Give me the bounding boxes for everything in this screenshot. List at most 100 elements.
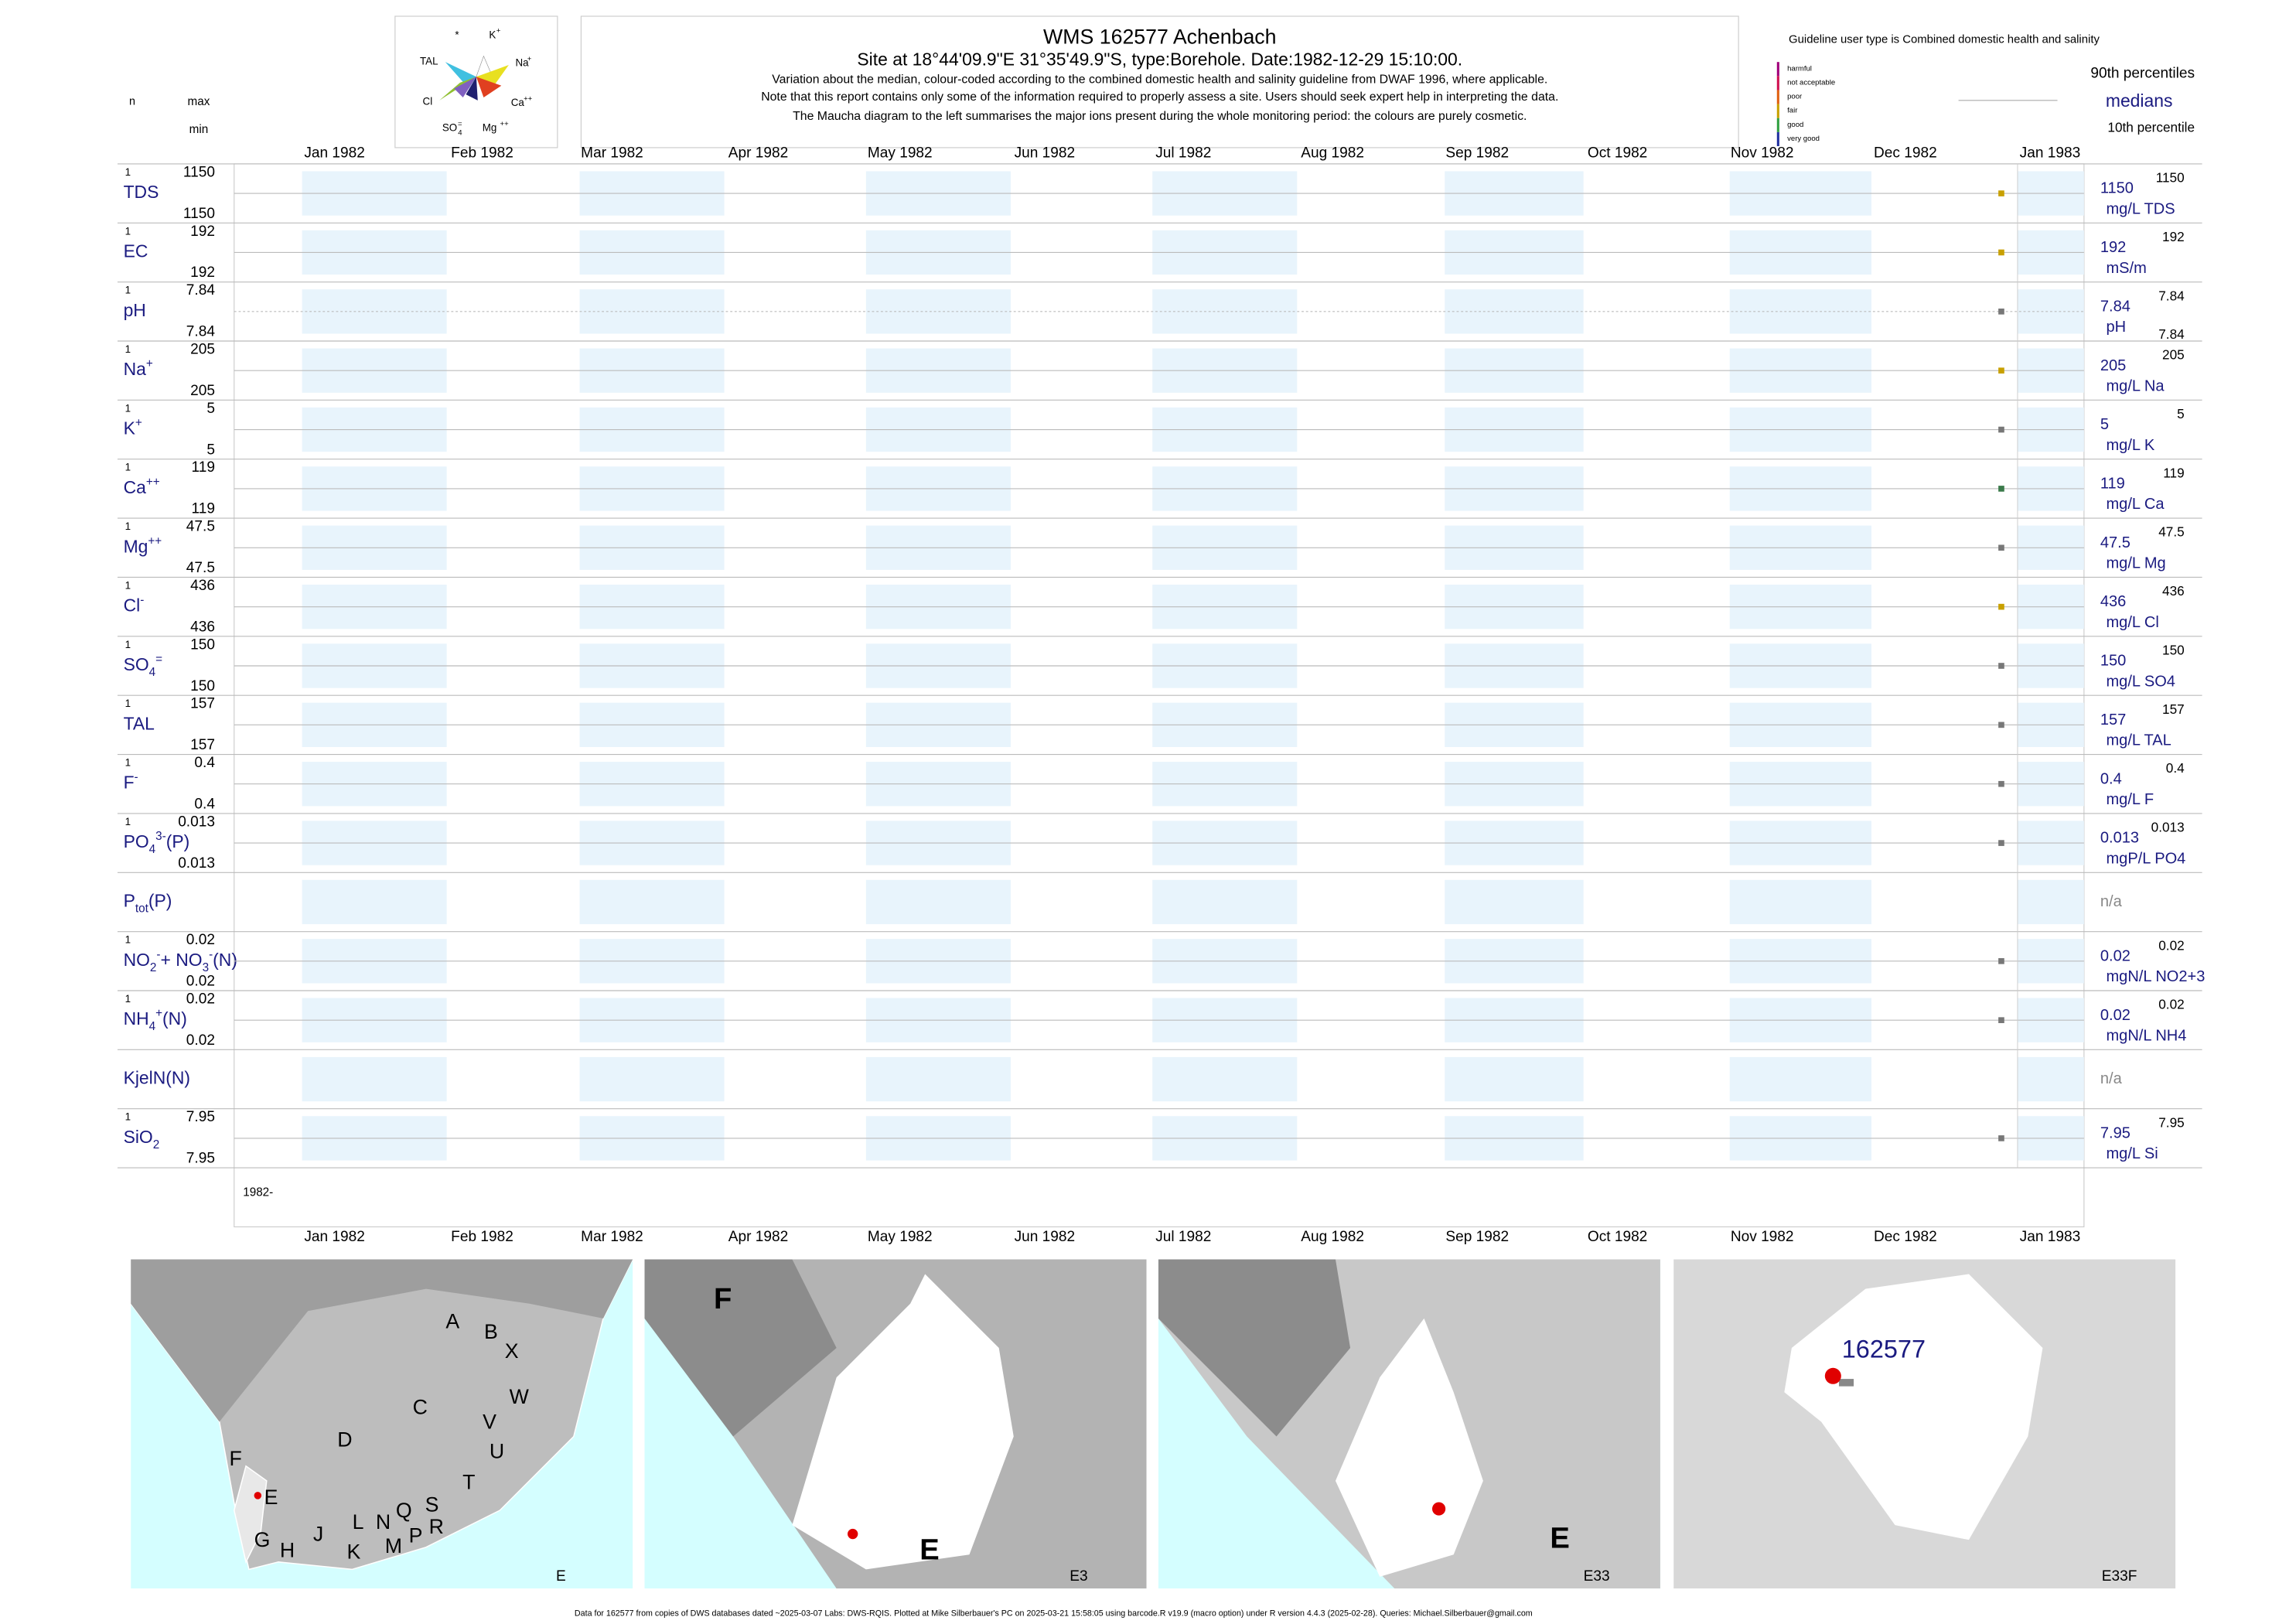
month-label: Jan 1982 xyxy=(304,1229,365,1245)
month-band xyxy=(302,1056,447,1102)
variable-label: SiO2 xyxy=(124,1127,160,1151)
variable-label: Ca++ xyxy=(124,475,160,497)
p90-value: 150 xyxy=(2162,642,2185,657)
month-band xyxy=(1445,1056,1584,1102)
label-part: - xyxy=(209,947,213,960)
region-label: R xyxy=(429,1515,444,1538)
p90-value: 192 xyxy=(2162,229,2185,244)
min-value: 7.95 xyxy=(186,1151,215,1167)
month-label: Jun 1982 xyxy=(1015,1229,1076,1245)
max-label: max xyxy=(188,95,210,108)
label-part: - xyxy=(156,947,160,960)
maucha-label: Ca xyxy=(511,97,525,108)
label-part: P xyxy=(124,891,135,911)
median-value: 7.95 xyxy=(2100,1124,2131,1141)
p10-label: 10th percentile xyxy=(2107,120,2195,135)
month-band xyxy=(579,1056,725,1102)
max-value: 157 xyxy=(190,696,215,712)
month-label: Jan 1982 xyxy=(304,145,365,162)
max-value: 7.95 xyxy=(186,1109,215,1125)
min-value: 1150 xyxy=(183,206,215,222)
sample-count: 1 xyxy=(125,816,131,827)
maucha-label: ++ xyxy=(524,94,533,103)
median-value: n/a xyxy=(2100,893,2123,910)
maucha-label: Na xyxy=(516,57,530,69)
month-band xyxy=(579,879,725,925)
year-start: 1982- xyxy=(243,1186,273,1199)
p90-value: 119 xyxy=(2163,465,2184,480)
maucha-label: ++ xyxy=(500,120,510,128)
p90-value: 436 xyxy=(2162,583,2185,599)
sample-count: 1 xyxy=(125,225,131,237)
footer: Data for 162577 from copies of DWS datab… xyxy=(575,1609,1533,1618)
sample-count: 1 xyxy=(125,698,131,709)
level-label: fair xyxy=(1787,107,1798,115)
month-label: Jan 1983 xyxy=(2020,145,2081,162)
site: Site at 18°44'09.9"E 31°35'49.9"S, type:… xyxy=(857,49,1462,69)
variable-label: Ptot(P) xyxy=(124,891,172,915)
label-part: EC xyxy=(124,241,148,261)
label-part: F xyxy=(124,773,135,793)
median-value: 47.5 xyxy=(2100,534,2131,551)
unit: mgN/L NO2+3 xyxy=(2107,968,2206,985)
variable-label: F- xyxy=(124,770,138,793)
maucha-wedge xyxy=(476,77,502,97)
unit: mg/L Cl xyxy=(2107,614,2159,631)
month-label: Apr 1982 xyxy=(728,145,788,162)
month-band xyxy=(865,879,1011,925)
label-part: (P) xyxy=(148,891,172,911)
level-swatch xyxy=(1776,131,1779,146)
month-band xyxy=(302,289,447,334)
neighbour-land xyxy=(131,1259,633,1422)
maucha-label: * xyxy=(455,29,459,40)
region-label: A xyxy=(445,1310,459,1333)
min-value: 0.4 xyxy=(194,797,215,813)
month-label: Nov 1982 xyxy=(1731,145,1794,162)
variable-label: Mg++ xyxy=(124,534,162,557)
sample-count: 1 xyxy=(125,639,131,650)
sample-point xyxy=(1998,544,2004,551)
region-label: N xyxy=(376,1510,391,1534)
sample-point xyxy=(1998,840,2004,846)
region-label: S xyxy=(425,1493,439,1516)
min-value: 119 xyxy=(192,501,215,517)
region-label: V xyxy=(483,1410,496,1433)
median-label: medians xyxy=(2106,90,2173,111)
unit: mg/L TAL xyxy=(2107,732,2171,749)
sample-point xyxy=(1998,190,2004,196)
maucha-label: = xyxy=(458,120,462,128)
unit: mg/L F xyxy=(2107,791,2154,808)
unit: mg/L Ca xyxy=(2107,496,2165,513)
map-panel: F E E3 xyxy=(644,1259,1147,1589)
p90-value: 1150 xyxy=(2156,170,2185,186)
label-part: 2 xyxy=(150,960,157,974)
site-marker xyxy=(848,1528,858,1540)
maucha-label: Cl xyxy=(423,95,433,107)
min-value: 0.02 xyxy=(186,1032,215,1049)
label-part: tot xyxy=(135,902,149,915)
p90-value: 47.5 xyxy=(2158,524,2184,540)
month-label: Oct 1982 xyxy=(1588,1229,1647,1245)
sample-point xyxy=(1998,367,2004,374)
variable-label: TDS xyxy=(124,182,159,202)
min-value: 7.84 xyxy=(186,324,216,340)
map-caption: E33 xyxy=(1584,1568,1610,1585)
guideline: Guideline user type is Combined domestic… xyxy=(1789,33,2100,46)
region-label: T xyxy=(462,1471,475,1494)
sample-count: 1 xyxy=(125,343,131,355)
unit: mS/m xyxy=(2107,260,2147,277)
sample-point xyxy=(1998,958,2004,964)
unit: mg/L SO4 xyxy=(2107,673,2175,690)
month-band xyxy=(1729,1056,1871,1102)
sample-point xyxy=(1998,603,2004,610)
land-dark xyxy=(644,1259,837,1437)
month-label: Feb 1982 xyxy=(451,145,513,162)
unit: pH xyxy=(2107,319,2127,336)
level-swatch xyxy=(1776,90,1779,104)
max-value: 205 xyxy=(190,342,215,358)
label-part: Cl xyxy=(124,595,141,616)
max-value: 0.02 xyxy=(186,932,215,948)
